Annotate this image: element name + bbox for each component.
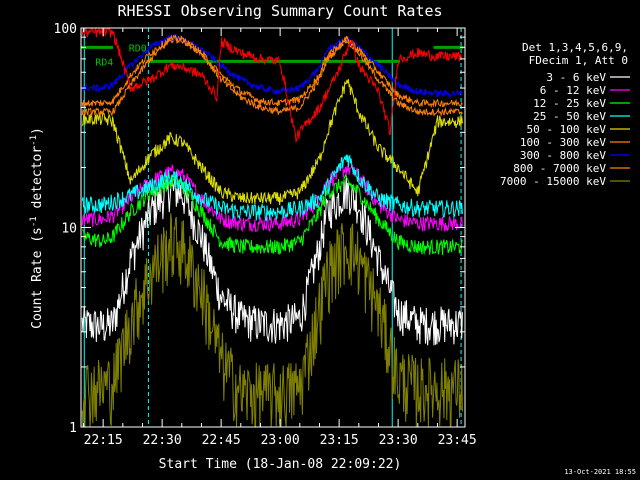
series-line-4 [81, 79, 463, 206]
legend-label-5: 100 - 300 keV [520, 136, 606, 149]
y-label-end: ) [30, 127, 45, 135]
y-label-sup: -1 [29, 216, 39, 227]
x-tick-label-6: 23:45 [438, 433, 477, 448]
y-tick-label-2: 100 [54, 22, 77, 37]
y-label-mid: detector [30, 146, 45, 217]
legend-label-1: 6 - 12 keV [540, 84, 607, 97]
series-line-5 [81, 36, 463, 118]
x-tick-label-2: 22:45 [202, 433, 241, 448]
x-tick-label-1: 22:30 [143, 433, 182, 448]
series-line-0 [81, 175, 463, 346]
y-tick-label-1: 10 [61, 222, 77, 237]
legend-header-line-1: Det 1,3,4,5,6,9, [522, 41, 628, 54]
legend-label-3: 25 - 50 keV [533, 110, 606, 123]
timestamp: 13-Oct-2021 18:55 [564, 468, 636, 476]
legend-label-4: 50 - 100 keV [527, 123, 607, 136]
x-tick-label-5: 23:30 [379, 433, 418, 448]
x-axis-label: Start Time (18-Jan-08 22:09:22) [159, 457, 402, 472]
legend-label-0: 3 - 6 keV [546, 71, 606, 84]
marker-label-1: RD4 [95, 57, 113, 68]
legend-label-8: 7000 - 15000 keV [500, 175, 606, 188]
legend: Det 1,3,4,5,6,9, FDecim 1, Att 0 3 - 6 k… [500, 41, 630, 188]
series-line-6 [81, 34, 463, 98]
marker-label-0: RD0 [129, 43, 147, 54]
x-tick-label-3: 23:00 [261, 433, 300, 448]
legend-header-line-2: FDecim 1, Att 0 [529, 54, 628, 67]
chart-title: RHESSI Observing Summary Count Rates [117, 2, 442, 20]
y-label-main: Count Rate (s [30, 227, 45, 329]
series-line-8 [81, 213, 463, 428]
legend-label-2: 12 - 25 keV [533, 97, 606, 110]
y-label-sup2: -1 [29, 135, 39, 146]
x-tick-label-4: 23:15 [320, 433, 359, 448]
series-line-3 [81, 154, 463, 222]
x-tick-label-0: 22:15 [84, 433, 123, 448]
legend-label-7: 800 - 7000 keV [513, 162, 606, 175]
series-line-2 [81, 173, 463, 256]
series-line-7 [81, 34, 463, 109]
rd-series-line [81, 27, 463, 143]
plot-area: RD0 RD4 [81, 27, 464, 428]
y-tick-label-0: 1 [69, 421, 77, 436]
y-axis-label: Count Rate (s-1 detector-1) [29, 127, 45, 329]
legend-label-6: 300 - 800 keV [520, 149, 606, 162]
axis-ticks: 22:15 22:30 22:45 23:00 23:15 23:30 23:45 1 10 10… [54, 22, 477, 448]
